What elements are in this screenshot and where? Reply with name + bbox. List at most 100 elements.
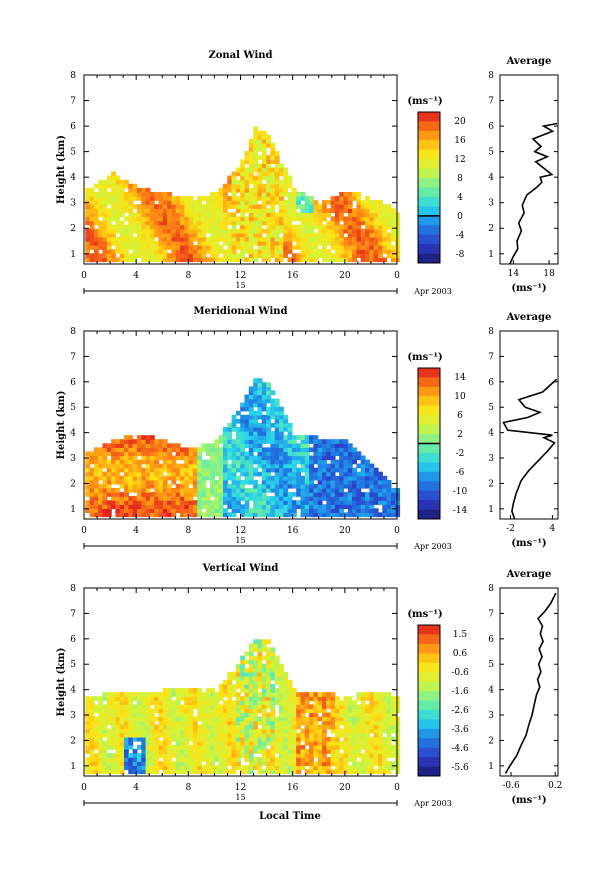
heatmap-cell [390,696,396,701]
heatmap-cell [227,504,233,509]
heatmap-cell [309,720,314,726]
heatmap-cell [287,732,293,738]
heatmap-cell [369,708,375,714]
y-axis-label: Height (km) [56,648,67,717]
heatmap-cell [223,241,228,246]
heatmap-cell [171,475,177,481]
heatmap-cell [231,451,237,457]
heatmap-cell [386,216,392,222]
heatmap-cell [136,704,142,710]
heatmap-cell [287,200,293,205]
heatmap-cell [266,736,271,742]
colorbar-swatch [418,225,440,236]
heatmap-cell [218,508,224,513]
heatmap-cell [171,761,177,766]
heatmap-cell [257,402,263,408]
heatmap-cell [253,680,259,685]
heatmap-cell [309,769,314,775]
heatmap-cell [231,463,237,469]
heatmap-cell [347,732,353,738]
heatmap-cell [395,740,401,746]
heatmap-cell [274,769,280,775]
heatmap-cell [291,200,297,205]
heatmap-cell [231,712,237,718]
heatmap-cell [339,492,345,497]
heatmap-cell [386,512,392,518]
heatmap-cell [253,175,259,181]
heatmap-cell [244,398,250,404]
heatmap-cell [167,732,172,738]
heatmap-cell [227,467,233,473]
heatmap-cell [106,443,112,448]
heatmap-cell [184,765,190,770]
heatmap-cell [296,475,302,481]
heatmap-cell [85,204,91,209]
heatmap-cell [132,192,138,197]
heatmap-cell [266,431,271,436]
heatmap-cell [274,459,280,465]
heatmap-cell [257,398,263,404]
heatmap-cell [365,196,370,201]
heatmap-cell [266,155,271,160]
heatmap-cell [141,455,147,461]
heatmap-cell [111,439,116,444]
heatmap-cell [279,479,284,485]
heatmap-cell [257,382,263,387]
heatmap-cell [261,147,267,152]
heatmap-cell [339,447,345,453]
heatmap-cell [158,732,164,738]
heatmap-cell [89,696,95,701]
colorbar-swatch [418,206,440,217]
heatmap-cell [162,757,168,762]
heatmap-cell [85,467,91,473]
heatmap-cell [283,728,289,734]
heatmap-cell [253,130,259,136]
heatmap-cell [192,257,198,263]
heatmap-cell [378,216,383,222]
heatmap-cell [257,667,263,673]
heatmap-cell [395,216,401,222]
heatmap-cell [322,769,327,775]
heatmap-cell [136,512,142,518]
heatmap-cell [287,232,293,238]
heatmap-cell [287,736,293,742]
heatmap-cell [175,455,181,461]
heatmap-cell [274,740,280,746]
heatmap-cell [136,236,142,242]
heatmap-cell [154,732,160,738]
heatmap-cell [317,724,323,730]
heatmap-cell [124,512,129,518]
heatmap-cell [378,228,383,234]
heatmap-cell [158,504,164,509]
heatmap-cell [339,253,345,258]
heatmap-cell [184,724,190,730]
heatmap-cell [115,712,121,718]
heatmap-cell [136,471,142,477]
heatmap-cell [149,471,155,477]
heatmap-cell [89,479,95,485]
heatmap-cell [171,236,177,242]
heatmap-cell [119,459,125,465]
heatmap-cell [266,753,271,758]
heatmap-cell [365,745,370,750]
heatmap-cell [244,228,250,234]
heatmap-cell [274,216,280,222]
heatmap-cell [240,451,246,457]
heatmap-cell [360,204,366,209]
heatmap-cell [347,488,353,493]
heatmap-cell [257,192,263,197]
heatmap-cell [188,200,194,205]
heatmap-cell [244,187,250,193]
heatmap-cell [257,216,263,222]
heatmap-cell [369,245,375,250]
heatmap-cell [309,236,314,242]
heatmap-cell [175,749,181,754]
heatmap-cell [158,204,164,209]
heatmap-cell [93,257,99,263]
heatmap-cell [248,224,254,230]
heatmap-cell [386,492,392,497]
heatmap-cell [180,688,185,693]
heatmap-cell [111,253,116,258]
heatmap-cell [356,200,362,205]
heatmap-cell [231,512,237,518]
